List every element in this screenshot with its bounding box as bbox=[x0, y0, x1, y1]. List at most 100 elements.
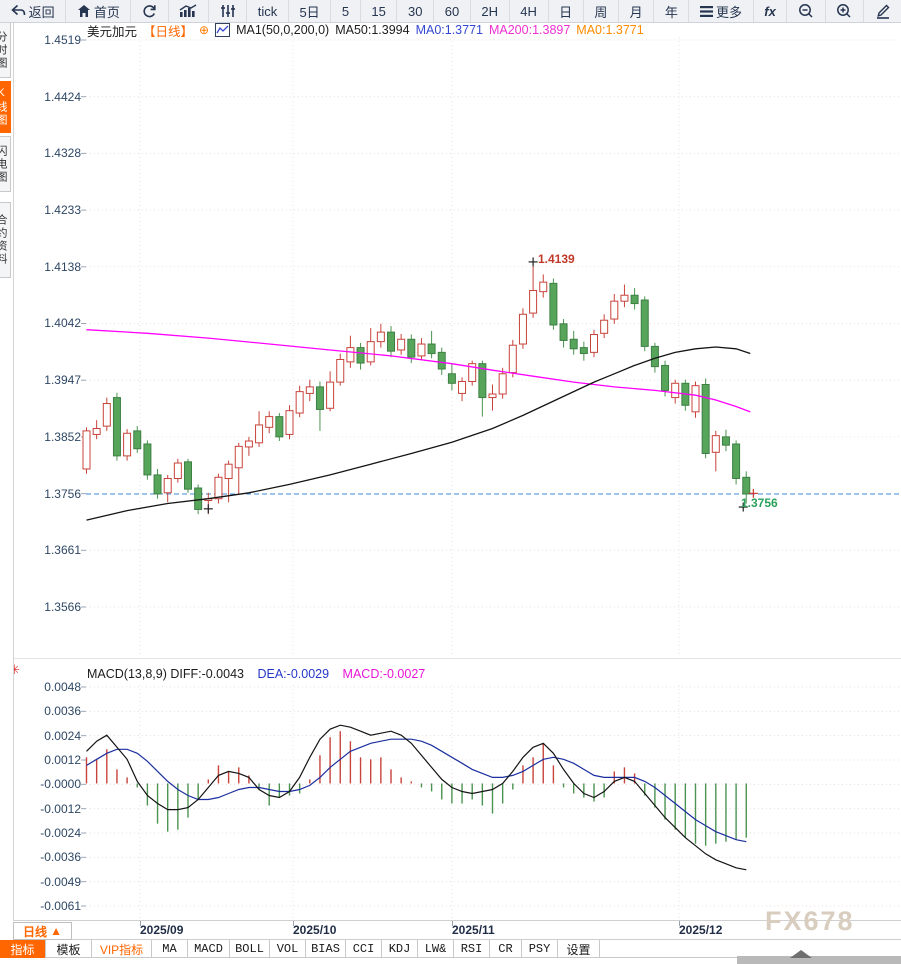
tab-rsi[interactable]: RSI bbox=[454, 940, 490, 958]
tab-lw[interactable]: LW& bbox=[418, 940, 454, 958]
tab-vip-indicator[interactable]: VIP指标 bbox=[92, 940, 152, 958]
interval-5d[interactable]: 5日 bbox=[289, 0, 332, 22]
tab-psy[interactable]: PSY bbox=[522, 940, 558, 958]
x-label-sep: 2025/09 bbox=[140, 923, 184, 937]
candlestick-button[interactable] bbox=[209, 0, 248, 22]
home-icon bbox=[77, 4, 91, 18]
tab-kdj[interactable]: KDJ bbox=[382, 940, 418, 958]
y-label: 0.0036 bbox=[44, 704, 81, 719]
x-tick bbox=[452, 921, 453, 926]
interval-15m[interactable]: 15 bbox=[361, 0, 398, 22]
ma0-orange-value: MA0:1.3771 bbox=[576, 23, 644, 37]
interval-month[interactable]: 月 bbox=[619, 0, 655, 22]
sidebar-tab-contract-info[interactable]: 合约资料 bbox=[0, 202, 11, 278]
ma0-blue-value: MA0:1.3771 bbox=[415, 23, 483, 37]
y-label: 1.3661 bbox=[44, 543, 81, 558]
x-label-nov: 2025/11 bbox=[452, 923, 495, 937]
y-label: 1.3947 bbox=[44, 373, 81, 388]
refresh-button[interactable] bbox=[131, 0, 169, 22]
home-label: 首页 bbox=[93, 4, 120, 20]
formula-button[interactable]: fx bbox=[754, 0, 788, 22]
scroll-up-arrow-icon[interactable] bbox=[790, 950, 812, 958]
tab-bias[interactable]: BIAS bbox=[306, 940, 346, 958]
interval-30m[interactable]: 30 bbox=[397, 0, 435, 22]
mini-chart-icon[interactable] bbox=[215, 23, 231, 37]
zoom-in-icon bbox=[836, 3, 852, 19]
sidebar-tab-lightning[interactable]: 闪电图 bbox=[0, 136, 11, 192]
y-label: -0.0012 bbox=[40, 801, 81, 816]
draw-button[interactable] bbox=[864, 0, 901, 22]
symbol-name: 美元加元 bbox=[87, 24, 138, 39]
interval-week[interactable]: 周 bbox=[584, 0, 619, 22]
back-label: 返回 bbox=[28, 4, 55, 20]
chevron-up-icon: ▲ bbox=[50, 924, 62, 938]
refresh-icon bbox=[142, 4, 157, 19]
macd-y-axis: 0.0048 0.0036 0.0024 0.0012 -0.0000 -0.0… bbox=[13, 679, 81, 922]
area-chart-button[interactable] bbox=[169, 0, 209, 22]
y-label: 0.0048 bbox=[44, 680, 81, 694]
indicator-tab-bar: 指标 模板 VIP指标 MA MACD BOLL VOL BIAS CCI KD… bbox=[0, 940, 901, 958]
back-button[interactable]: 返回 bbox=[0, 0, 67, 22]
interval-year[interactable]: 年 bbox=[654, 0, 690, 22]
macd-dea-value: DEA:-0.0029 bbox=[257, 667, 330, 681]
area-chart-icon bbox=[179, 4, 197, 18]
fx678-watermark: FX678 bbox=[765, 906, 855, 936]
tab-indicator[interactable]: 指标 bbox=[0, 940, 46, 958]
tab-settings[interactable]: 设置 bbox=[558, 940, 600, 958]
top-toolbar: 返回 首页 tick 5日 5 15 30 60 2H 4H 日 周 月 年 更… bbox=[0, 0, 901, 23]
main-y-axis: 1.4519 1.4424 1.4328 1.4233 1.4138 1.404… bbox=[13, 32, 81, 656]
y-label: -0.0049 bbox=[40, 874, 81, 889]
zoom-out-icon bbox=[798, 3, 814, 19]
interval-tick[interactable]: tick bbox=[247, 0, 289, 22]
tab-template[interactable]: 模板 bbox=[46, 940, 92, 958]
y-label: 0.0024 bbox=[44, 728, 81, 743]
indicator-settings-icon[interactable]: ✳ bbox=[9, 662, 20, 677]
tab-cci[interactable]: CCI bbox=[346, 940, 382, 958]
macd-macd-value: MACD:-0.0027 bbox=[342, 667, 426, 681]
tab-boll[interactable]: BOLL bbox=[230, 940, 270, 958]
tab-macd[interactable]: MACD bbox=[188, 940, 230, 958]
tab-ma[interactable]: MA bbox=[152, 940, 188, 958]
interval-60m[interactable]: 60 bbox=[434, 0, 471, 22]
y-label: 1.4138 bbox=[44, 259, 81, 274]
x-tick bbox=[679, 921, 680, 926]
horizontal-scrollbar[interactable] bbox=[737, 956, 901, 964]
macd-title-diff: MACD(13,8,9) DIFF:-0.0043 bbox=[87, 667, 244, 681]
y-label: 1.4519 bbox=[44, 33, 81, 47]
y-label: 1.3566 bbox=[44, 599, 81, 614]
y-label: -0.0061 bbox=[40, 898, 81, 913]
draw-pencil-icon bbox=[875, 3, 891, 19]
y-label: 1.4328 bbox=[44, 146, 81, 161]
x-axis-row: 日线 ▲ 2025/09 2025/10 2025/11 2025/12 bbox=[13, 920, 901, 940]
tab-cr[interactable]: CR bbox=[490, 940, 522, 958]
ma-setting: MA1(50,0,200,0) bbox=[236, 23, 330, 37]
x-tick bbox=[293, 921, 294, 926]
more-button[interactable]: 更多 bbox=[689, 0, 754, 22]
x-label-dec: 2025/12 bbox=[679, 923, 723, 937]
home-button[interactable]: 首页 bbox=[66, 0, 132, 22]
add-indicator-icon[interactable]: ⊕ bbox=[199, 23, 210, 37]
period-tag: 【日线】 bbox=[143, 24, 194, 39]
sidebar-tab-timeshare[interactable]: 分时图 bbox=[0, 22, 11, 78]
high-price-tag: 1.4139 bbox=[538, 252, 575, 266]
interval-day[interactable]: 日 bbox=[549, 0, 584, 22]
y-label: -0.0024 bbox=[40, 825, 81, 840]
chart-type-sidebar: 分时图 K线图 闪电图 合约资料 bbox=[0, 22, 14, 920]
candlestick-icon bbox=[220, 4, 236, 18]
interval-5m[interactable]: 5 bbox=[331, 0, 361, 22]
interval-4h[interactable]: 4H bbox=[510, 0, 549, 22]
y-label: 1.4042 bbox=[44, 316, 81, 331]
y-label: 1.3756 bbox=[44, 486, 81, 501]
sidebar-tab-candles[interactable]: K线图 bbox=[0, 81, 11, 133]
zoom-out-button[interactable] bbox=[787, 0, 826, 22]
interval-2h[interactable]: 2H bbox=[471, 0, 510, 22]
chart-header: 美元加元 【日线】 ⊕ MA1(50,0,200,0) MA50:1.3994 … bbox=[87, 23, 644, 39]
period-selector-button[interactable]: 日线 ▲ bbox=[13, 922, 72, 940]
y-label: 0.0012 bbox=[44, 752, 81, 767]
zoom-in-button[interactable] bbox=[826, 0, 864, 22]
tab-vol[interactable]: VOL bbox=[270, 940, 306, 958]
y-label: 1.3852 bbox=[44, 429, 81, 444]
y-label: -0.0000 bbox=[40, 777, 81, 792]
ma50-value: MA50:1.3994 bbox=[335, 23, 410, 37]
